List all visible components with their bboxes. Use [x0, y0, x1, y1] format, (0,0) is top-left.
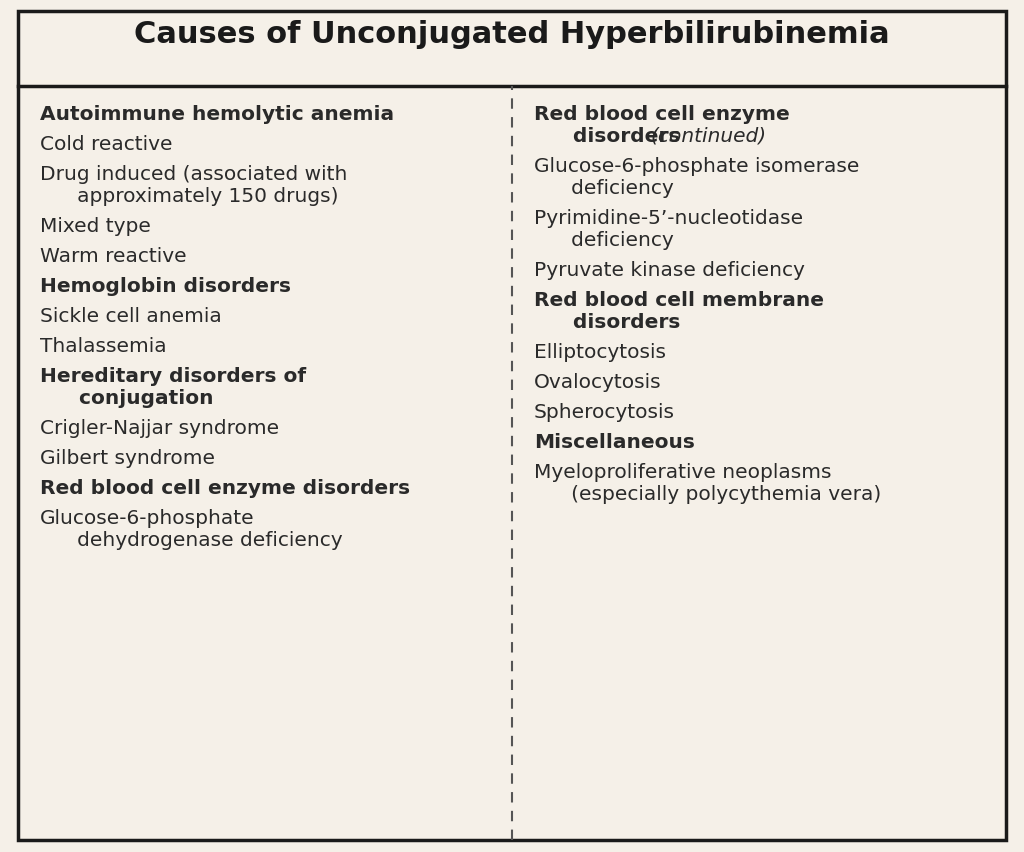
Text: Warm reactive: Warm reactive	[40, 247, 186, 266]
Text: disorders: disorders	[552, 313, 680, 331]
Text: Thalassemia: Thalassemia	[40, 337, 167, 355]
Text: Causes of Unconjugated Hyperbilirubinemia: Causes of Unconjugated Hyperbilirubinemi…	[134, 20, 890, 49]
Text: Pyrimidine-5’-nucleotidase: Pyrimidine-5’-nucleotidase	[534, 209, 803, 227]
Text: Mixed type: Mixed type	[40, 216, 151, 236]
Text: disorders: disorders	[552, 127, 687, 146]
Text: Red blood cell membrane: Red blood cell membrane	[534, 291, 824, 309]
Text: Glucose-6-phosphate: Glucose-6-phosphate	[40, 509, 255, 527]
Text: Sickle cell anemia: Sickle cell anemia	[40, 307, 222, 325]
Text: Red blood cell enzyme: Red blood cell enzyme	[534, 105, 790, 124]
Text: approximately 150 drugs): approximately 150 drugs)	[58, 187, 339, 206]
Text: Crigler-Najjar syndrome: Crigler-Najjar syndrome	[40, 418, 280, 437]
Text: Glucose-6-phosphate isomerase: Glucose-6-phosphate isomerase	[534, 157, 859, 176]
Text: Ovalocytosis: Ovalocytosis	[534, 372, 662, 392]
Text: Red blood cell enzyme disorders: Red blood cell enzyme disorders	[40, 479, 411, 498]
Text: Hereditary disorders of: Hereditary disorders of	[40, 366, 306, 386]
Text: (continued): (continued)	[650, 127, 767, 146]
Text: deficiency: deficiency	[552, 179, 674, 198]
Text: Spherocytosis: Spherocytosis	[534, 402, 675, 422]
Text: conjugation: conjugation	[58, 389, 213, 407]
Text: dehydrogenase deficiency: dehydrogenase deficiency	[58, 531, 343, 550]
Text: Cold reactive: Cold reactive	[40, 135, 172, 154]
Text: deficiency: deficiency	[552, 231, 674, 250]
Text: Gilbert syndrome: Gilbert syndrome	[40, 448, 215, 468]
Text: Pyruvate kinase deficiency: Pyruvate kinase deficiency	[534, 261, 805, 279]
Text: Miscellaneous: Miscellaneous	[534, 433, 695, 452]
Text: Hemoglobin disorders: Hemoglobin disorders	[40, 277, 291, 296]
Text: (especially polycythemia vera): (especially polycythemia vera)	[552, 485, 882, 504]
Text: Elliptocytosis: Elliptocytosis	[534, 343, 666, 361]
Text: Myeloproliferative neoplasms: Myeloproliferative neoplasms	[534, 463, 831, 481]
Text: Autoimmune hemolytic anemia: Autoimmune hemolytic anemia	[40, 105, 394, 124]
Text: Drug induced (associated with: Drug induced (associated with	[40, 164, 347, 184]
